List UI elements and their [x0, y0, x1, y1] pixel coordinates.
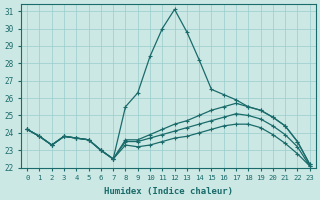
- X-axis label: Humidex (Indice chaleur): Humidex (Indice chaleur): [104, 187, 233, 196]
